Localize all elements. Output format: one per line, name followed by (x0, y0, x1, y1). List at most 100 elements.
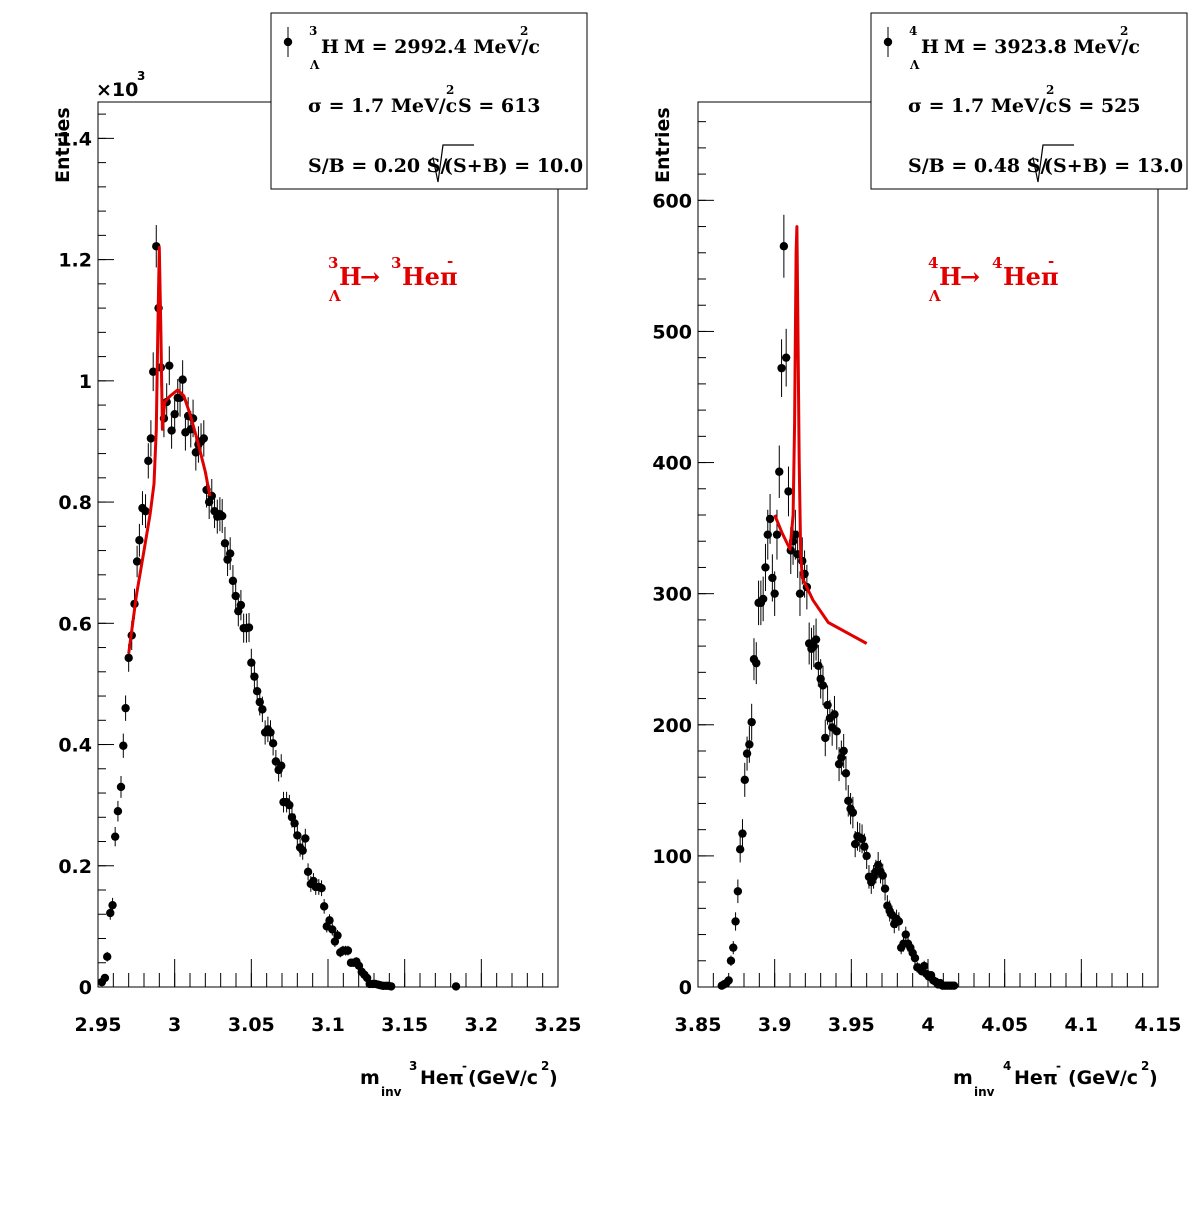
left-data-point (165, 346, 174, 386)
svg-text:m: m (360, 1067, 380, 1089)
svg-text:inv: inv (381, 1085, 402, 1099)
right-data-point (758, 576, 768, 622)
svg-text:H: H (339, 262, 362, 291)
left-data-point (116, 776, 126, 798)
right-panel: 0 100 200 300 400 500 600 3.85 3.9 3.95 4 4.05 4.1 4… (652, 12, 1188, 1099)
right-data-point (761, 543, 770, 592)
right-data-point (880, 876, 890, 901)
left-data-point (268, 731, 278, 756)
right-y-tick-label: 300 (652, 584, 692, 606)
svg-text:Heπ: Heπ (420, 1067, 464, 1089)
left-data-points (97, 225, 461, 991)
right-data-point (735, 836, 745, 863)
left-data-point (132, 545, 142, 578)
left-data-point (141, 494, 150, 529)
right-legend-marker (883, 27, 893, 57)
right-data-point (841, 756, 851, 791)
svg-text:4: 4 (992, 254, 1002, 272)
right-data-point (809, 625, 818, 668)
svg-text:3: 3 (328, 254, 338, 272)
svg-text:H: H (939, 262, 962, 291)
left-data-point (328, 923, 337, 936)
right-x-tick-label: 4 (921, 1014, 934, 1036)
svg-text:Λ: Λ (909, 58, 920, 72)
left-data-point (386, 982, 396, 991)
svg-text:(S+B) = 13.0: (S+B) = 13.0 (1044, 155, 1183, 177)
svg-text:H: H (321, 36, 339, 58)
right-y-tick-label: 600 (652, 190, 692, 212)
right-x-tick-label: 3.9 (758, 1014, 792, 1036)
right-data-point (910, 951, 920, 965)
right-x-axis-title: m inv 4 Heπ - (GeV/c 2 ) (953, 1059, 1158, 1099)
right-y-tick-label: 500 (652, 321, 692, 343)
left-x-axis-title: m inv 3 Heπ - (GeV/c 2 ) (360, 1059, 558, 1099)
svg-text:3: 3 (391, 254, 401, 272)
right-decay-label: 4 Λ H → 4 Heπ - (928, 252, 1059, 305)
right-legend-box (870, 12, 1188, 190)
left-data-point (247, 648, 256, 677)
left-data-point (325, 914, 334, 927)
left-data-point (225, 537, 235, 570)
left-data-point (103, 951, 112, 962)
right-data-point (752, 642, 761, 685)
left-data-point (199, 420, 208, 457)
right-data-points (717, 214, 959, 990)
right-data-point (733, 879, 743, 904)
left-y-tick-label: 0.2 (58, 856, 92, 878)
right-data-point (862, 842, 871, 869)
right-data-point (770, 571, 779, 616)
right-y-tick-label: 0 (679, 977, 692, 999)
left-data-point (178, 360, 187, 400)
right-x-tick-label: 4.15 (1135, 1014, 1182, 1036)
left-y-tick-label: 1 (79, 371, 92, 393)
left-plot-frame (97, 101, 559, 988)
right-fit-curve-group (773, 225, 868, 645)
svg-text:2: 2 (1120, 24, 1128, 38)
right-data-point (729, 941, 738, 955)
right-y-axis-ticks: 0 100 200 300 400 500 600 (652, 121, 714, 999)
left-data-point (277, 754, 286, 778)
left-data-point (236, 589, 246, 621)
left-data-point (220, 526, 230, 560)
left-data-point (113, 800, 123, 822)
svg-text:inv: inv (974, 1085, 995, 1099)
right-data-point (726, 955, 736, 967)
right-data-point (811, 618, 821, 661)
svg-text:4: 4 (1003, 1059, 1011, 1073)
left-data-point (110, 826, 120, 847)
right-data-point (765, 494, 775, 544)
svg-text:(GeV/c: (GeV/c (468, 1067, 538, 1089)
svg-text:σ = 1.7 MeV/c: σ = 1.7 MeV/c (908, 95, 1057, 117)
left-y-tick-label: 0.4 (58, 735, 92, 757)
right-data-point (795, 571, 805, 616)
svg-text:Heπ: Heπ (1003, 262, 1059, 291)
left-data-point (121, 695, 130, 721)
right-data-point (832, 712, 841, 750)
left-data-point (244, 612, 254, 643)
svg-text:-: - (462, 1059, 467, 1073)
right-data-point (821, 719, 830, 757)
svg-text:-: - (447, 252, 453, 270)
left-data-point (258, 696, 267, 723)
right-sqrt-sign (1028, 144, 1074, 183)
left-data-point (301, 828, 310, 849)
left-data-point (146, 420, 156, 457)
svg-text:M = 3923.8 MeV/c: M = 3923.8 MeV/c (944, 36, 1140, 58)
right-data-point (747, 703, 756, 741)
svg-text:→: → (360, 262, 380, 291)
svg-text:H: H (921, 36, 939, 58)
left-data-point (144, 443, 153, 479)
left-y-multiplier-exp: 3 (137, 69, 145, 83)
left-data-point (290, 813, 299, 834)
svg-text:3: 3 (309, 24, 317, 38)
right-data-point (781, 328, 791, 387)
svg-text:S = 613: S = 613 (458, 95, 541, 117)
left-x-tick-label: 3.2 (464, 1014, 498, 1036)
right-y-tick-label: 100 (652, 846, 692, 868)
left-data-point (250, 662, 259, 691)
left-x-tick-label: 3.25 (535, 1014, 582, 1036)
svg-text:S = 525: S = 525 (1058, 95, 1141, 117)
left-data-point (343, 945, 353, 956)
left-x-tick-label: 3.1 (311, 1014, 345, 1036)
left-legend-marker (283, 27, 293, 57)
